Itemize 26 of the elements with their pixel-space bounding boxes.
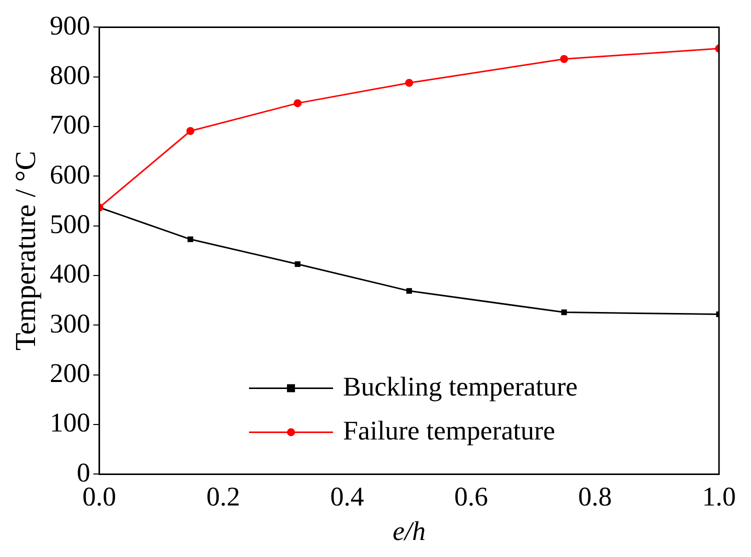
x-tick-label: 0.2 [206,481,240,512]
x-axis-title: e/h [392,516,426,546]
x-tick-label: 0.8 [578,481,612,512]
point [406,288,412,294]
y-tick-label: 900 [50,10,90,40]
point [294,99,302,108]
legend-label: Failure temperature [343,415,556,446]
x-tick-label: 1.0 [702,481,736,512]
legend-label: Buckling temperature [343,371,578,402]
y-tick-label: 600 [50,159,90,190]
y-tick-label: 800 [50,60,90,90]
point [294,261,300,267]
y-tick-label: 400 [50,258,90,289]
y-axis-title: Temperature / °C [10,150,42,351]
x-tick-label: 0.6 [454,481,488,512]
y-tick-label: 700 [50,110,90,140]
point [405,78,414,87]
y-tick-label: 200 [50,358,90,388]
y-tick-label: 100 [50,408,90,438]
x-tick-label: 0.4 [330,481,365,512]
point [560,54,568,63]
point [186,127,194,136]
y-tick-label: 300 [50,308,90,338]
y-tick-label: 500 [50,208,90,239]
point [188,236,194,242]
point [561,309,567,316]
